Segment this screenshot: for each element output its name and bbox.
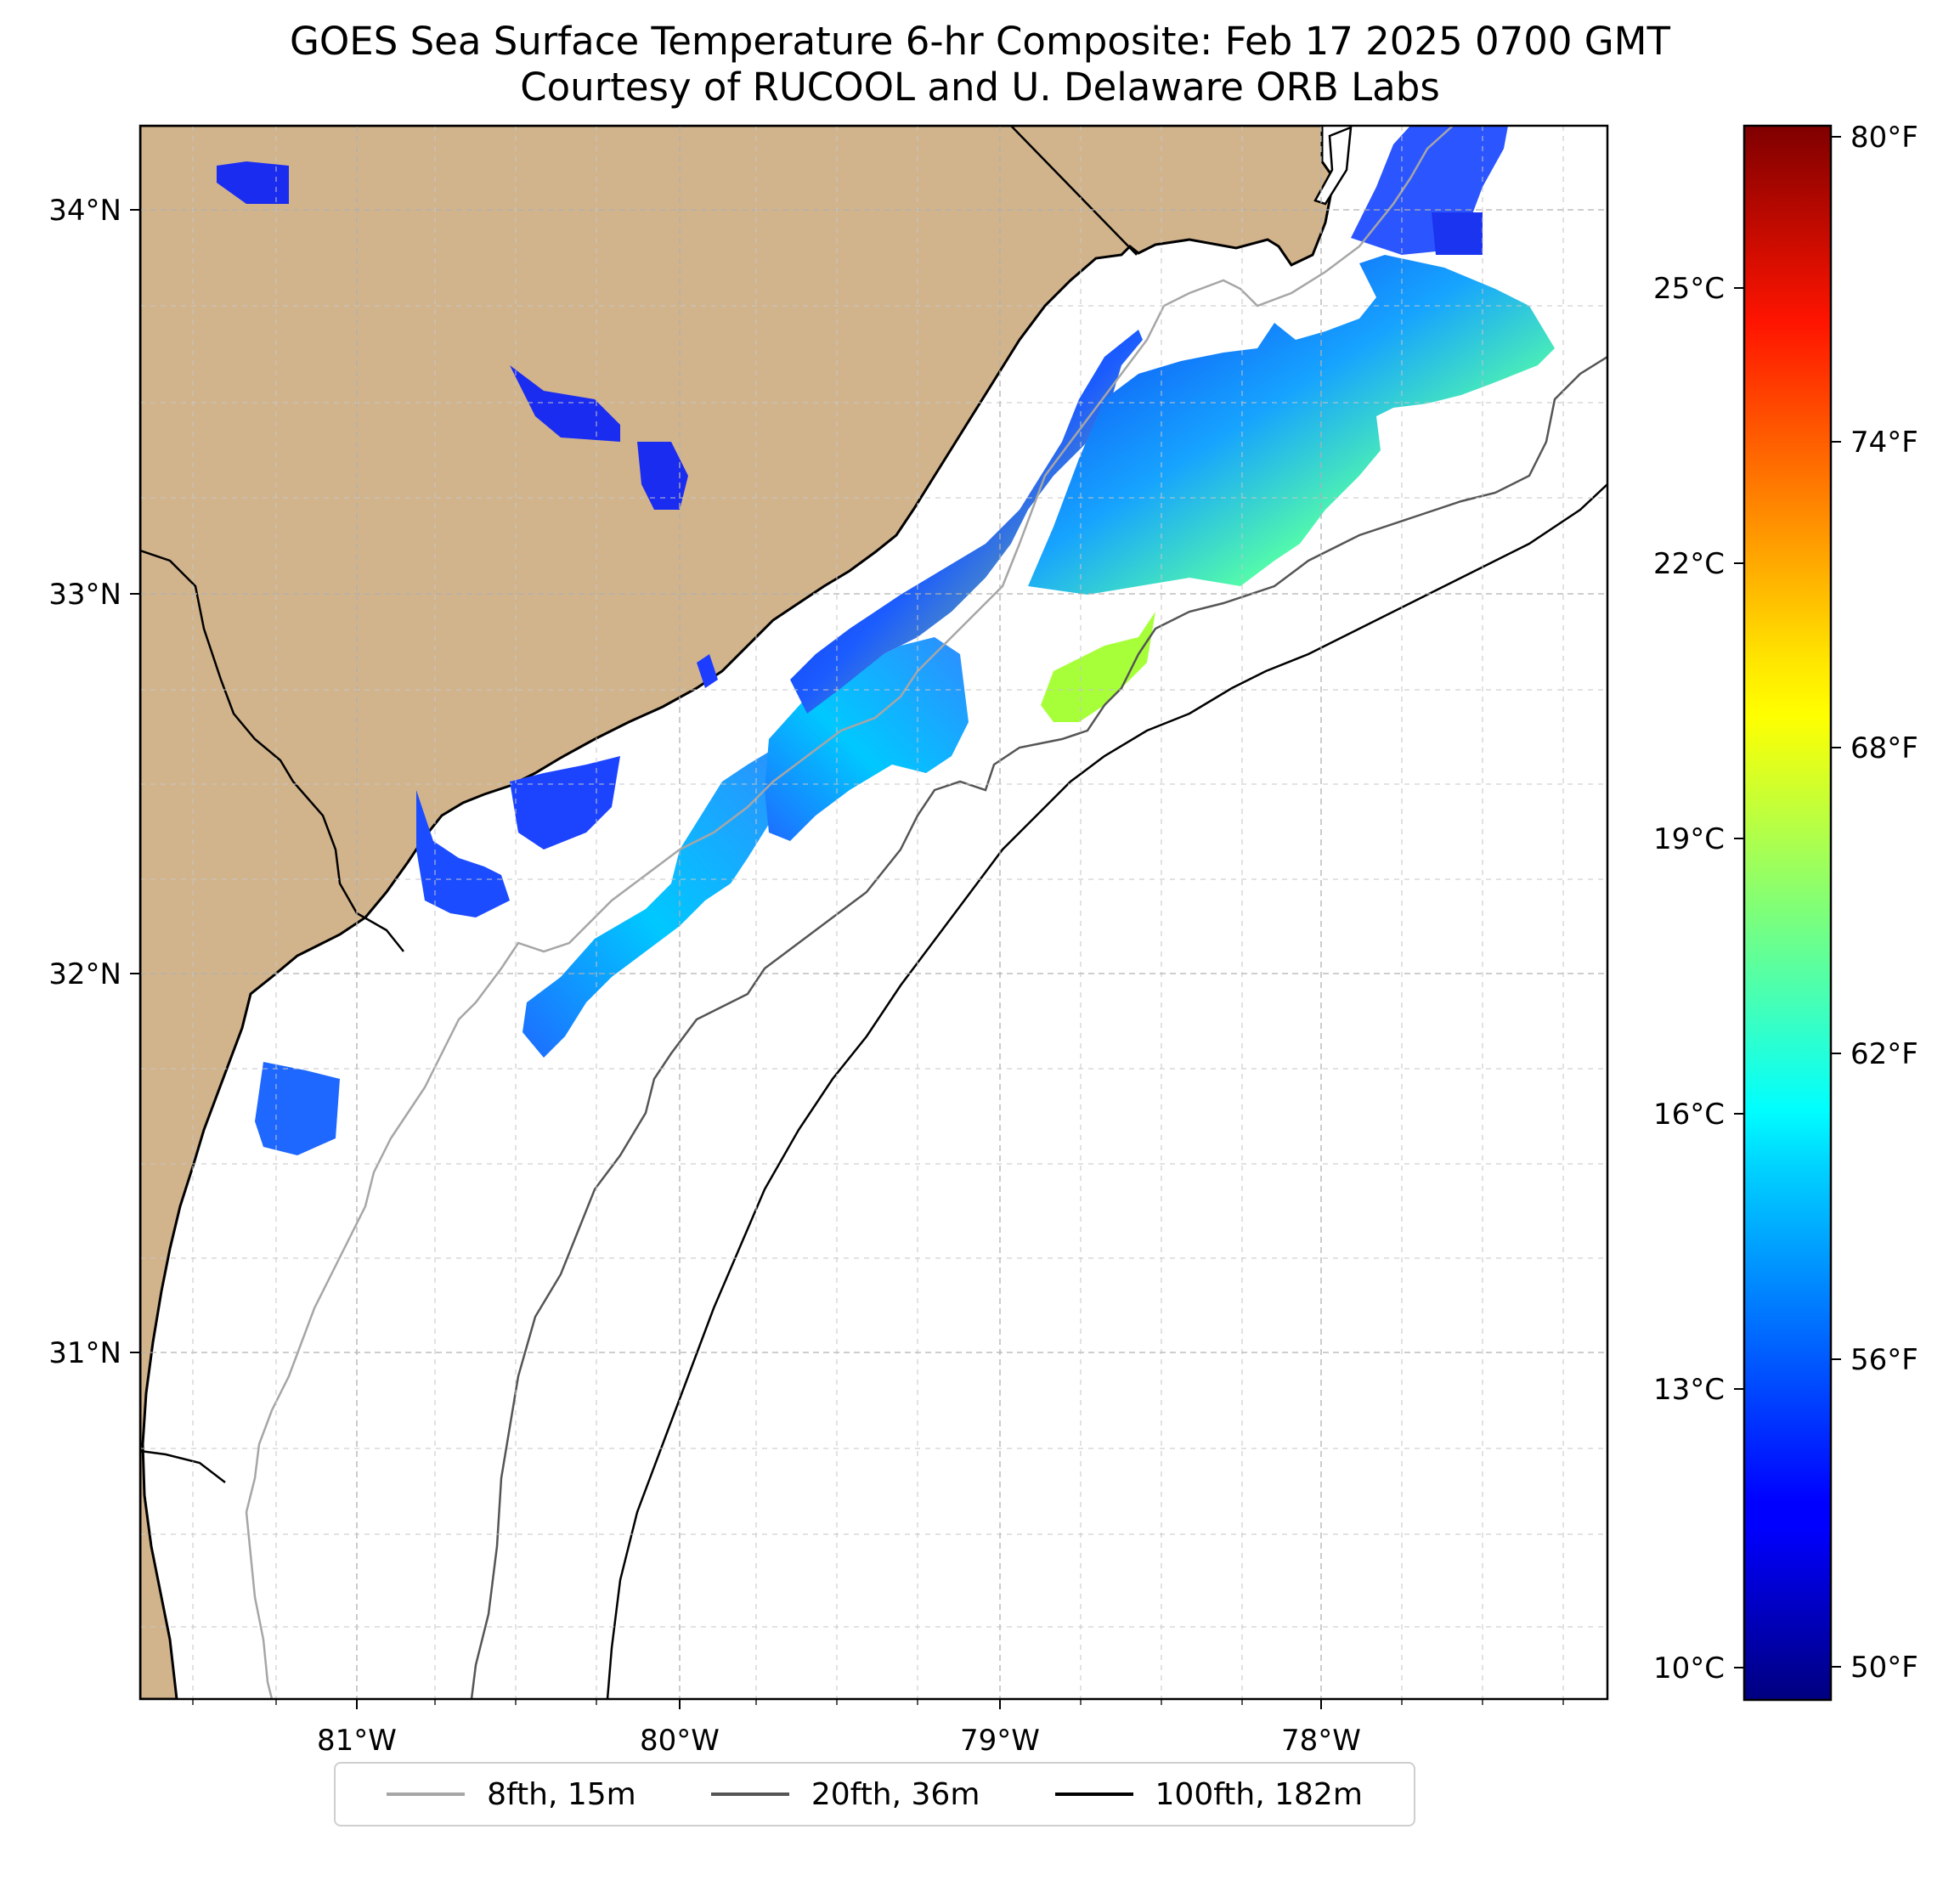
legend-label: 20fth, 36m [811,1776,980,1812]
lon-label: 80°W [640,1724,720,1758]
fahrenheit-tick: 56°F [1850,1343,1918,1377]
lat-label: 33°N [48,578,121,612]
celsius-tick: 25°C [1653,272,1725,306]
celsius-tick: 16°C [1653,1098,1725,1132]
lon-label: 79°W [960,1724,1040,1758]
legend-item-8fth: 8fth, 15m [387,1777,636,1812]
lon-label: 81°W [317,1724,397,1758]
fahrenheit-tick: 62°F [1850,1037,1918,1071]
legend-line-8fth [387,1792,466,1796]
land [140,126,1336,1699]
state-boundary [140,549,404,952]
title-line-2: Courtesy of RUCOOL and U. Delaware ORB L… [520,65,1440,110]
legend-item-20fth: 20fth, 36m [710,1776,980,1812]
lat-label: 31°N [48,1336,121,1370]
chart-title: GOES Sea Surface Temperature 6-hr Compos… [0,19,1960,110]
celsius-tick: 22°C [1653,547,1725,581]
gridlines [140,126,1607,1699]
contour-8fth [245,126,1454,1699]
legend-line-20fth [710,1792,789,1796]
colorbar: 25°C 22°C 19°C 16°C 13°C 10°C 80°F 74°F … [1653,121,1918,1702]
fahrenheit-tick: 74°F [1850,426,1918,460]
contour-20fth [470,355,1607,1699]
lat-label: 32°N [48,957,121,991]
fahrenheit-tick: 50°F [1850,1651,1918,1685]
legend-label: 8fth, 15m [487,1776,636,1812]
celsius-tick: 10°C [1653,1651,1725,1685]
legend: 8fth, 15m 20fth, 36m 100fth, 182m [334,1762,1415,1826]
legend-line-100fth [1054,1792,1133,1796]
celsius-tick: 19°C [1653,822,1725,856]
lon-label: 78°W [1281,1724,1361,1758]
fahrenheit-tick: 68°F [1850,731,1918,765]
title-line-1: GOES Sea Surface Temperature 6-hr Compos… [289,19,1670,64]
celsius-tick: 13°C [1653,1373,1725,1407]
map-axes: 34°N 33°N 32°N 31°N 81°W 80°W 79°W 78°W [48,124,1609,1758]
lat-label: 34°N [48,194,121,228]
legend-label: 100fth, 182m [1155,1776,1363,1812]
legend-item-100fth: 100fth, 182m [1054,1776,1363,1812]
fahrenheit-tick: 80°F [1850,121,1918,155]
